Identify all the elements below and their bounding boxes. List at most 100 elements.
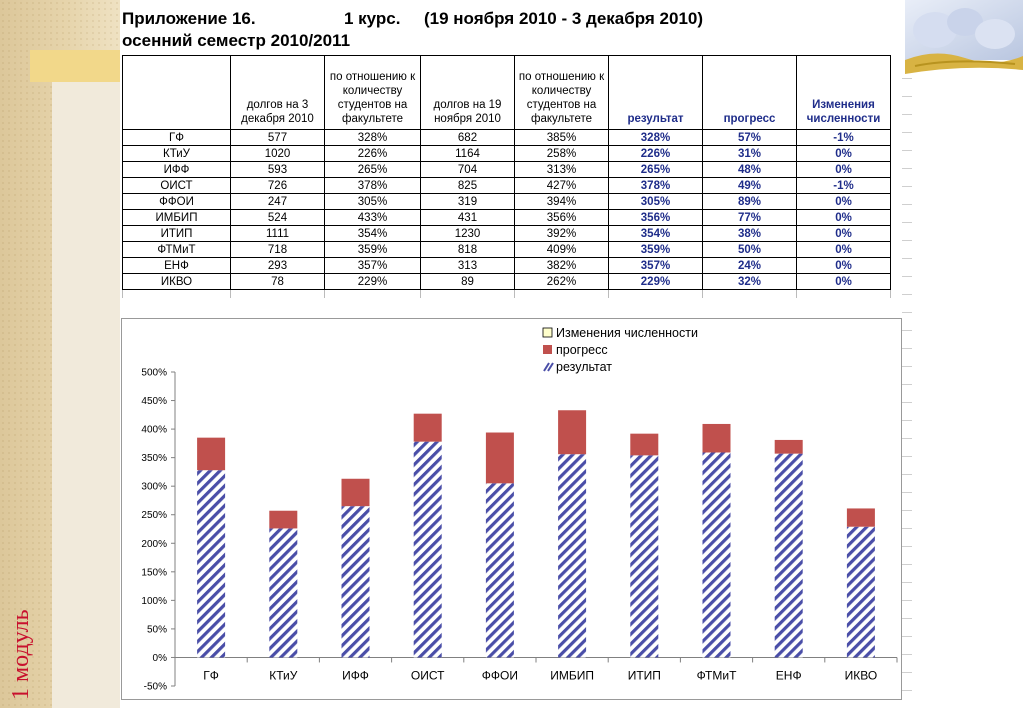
column-header-5: результат [608,55,703,130]
table-cell: 577 [230,129,325,146]
table-row: ИМБИП 524 433% 431 356% 356% 77% 0% [122,209,891,226]
table-cell: 319 [420,193,515,210]
table-cell: 0% [796,209,891,226]
faculty-name-cell: КТиУ [122,145,231,162]
y-tick-label: 350% [141,453,167,464]
y-tick-label: 300% [141,482,167,493]
table-cell: 357% [608,257,703,274]
table-cell: 0% [796,193,891,210]
x-tick-label: ГФ [203,668,219,682]
table-row: ЕНФ 293 357% 313 382% 357% 24% 0% [122,257,891,274]
bar-progress [197,437,226,471]
legend-swatch [543,345,552,354]
decorative-corner-image [905,0,1023,74]
table-cell: 825 [420,177,515,194]
column-header-3: долгов на 19 ноября 2010 [420,55,515,130]
table-row: ОИСТ 726 378% 825 427% 378% 49% -1% [122,177,891,194]
table-row: ИФФ 593 265% 704 313% 265% 48% 0% [122,161,891,178]
table-cell: 704 [420,161,515,178]
table-cell: 265% [324,161,421,178]
legend: Изменения численности прогресс результат [542,326,698,374]
bar-result [197,470,226,658]
stacked-bar-chart: -50% 0% 50% 100% 150% 200% 250% 300% 350% 400% 450… [121,318,902,700]
x-tick-label: ЕНФ [776,668,802,682]
y-tick-label: 500% [141,368,167,379]
table-cell: 0% [796,161,891,178]
bar-progress [413,413,442,442]
bar-progress [702,423,731,453]
table-cell: 433% [324,209,421,226]
table-footer-row [122,289,891,298]
chart-canvas: -50% 0% 50% 100% 150% 200% 250% 300% 350% 400% 450… [141,326,898,693]
y-tick-label: 0% [153,653,168,664]
decorative-left-strip: 1 модуль [0,0,120,708]
y-tick-label: 450% [141,396,167,407]
x-tick-label: ФТМиТ [697,668,737,682]
sheet-grid-lines [902,78,912,708]
table-cell: 378% [608,177,703,194]
module-side-label: 1 модуль [8,609,34,700]
table-cell: 0% [796,273,891,290]
column-header-1: долгов на 3 декабря 2010 [230,55,325,130]
table-cell: 394% [514,193,609,210]
table-cell: 385% [514,129,609,146]
legend-label: Изменения численности [556,326,698,340]
table-cell: 305% [324,193,421,210]
bar-progress [485,432,514,484]
table-cell: 328% [324,129,421,146]
bar-result [269,528,298,658]
table-cell: 89% [702,193,797,210]
table-cell: 265% [608,161,703,178]
title-course: 1 курс. [344,9,401,28]
faculty-name-cell: ЕНФ [122,257,231,274]
column-header-7: Изменения численности [796,55,891,130]
bar-result [630,455,659,658]
table-cell: 427% [514,177,609,194]
bar-result [846,526,875,658]
bar-result [558,454,587,658]
bar-result [702,452,731,658]
faculty-name-cell: ОИСТ [122,177,231,194]
debts-table: долгов на 3 декабря 2010 по отношению к к… [122,55,891,298]
table-cell: 1020 [230,145,325,162]
table-cell: 229% [324,273,421,290]
table-cell: 356% [514,209,609,226]
title-appendix: Приложение 16. [122,9,256,28]
table-cell: 1164 [420,145,515,162]
bar-progress [269,510,298,529]
x-tick-label: ИКВО [845,668,878,682]
table-cell: 247 [230,193,325,210]
y-tick-label: -50% [144,682,167,693]
table-cell: 382% [514,257,609,274]
bar-progress [558,410,587,455]
table-cell: 359% [608,241,703,258]
bar-result [413,441,442,658]
faculty-name-cell: ИКВО [122,273,231,290]
table-cell: 359% [324,241,421,258]
y-tick-label: 100% [141,596,167,607]
faculty-name-cell: ФФОИ [122,193,231,210]
page-header: Приложение 16. 1 курс. (19 ноября 2010 -… [122,8,902,54]
table-cell: 226% [608,145,703,162]
faculty-name-cell: ИМБИП [122,209,231,226]
table-cell: 354% [608,225,703,242]
x-tick-label: ОИСТ [411,668,445,682]
bar-progress [774,439,803,454]
decorative-block [30,50,120,82]
table-cell: 682 [420,129,515,146]
column-header-0 [122,55,231,130]
table-cell: 593 [230,161,325,178]
table-cell: -1% [796,177,891,194]
bar-progress [341,478,370,507]
table-row: ФТМиТ 718 359% 818 409% 359% 50% 0% [122,241,891,258]
bar-result [341,506,370,658]
table-cell: 78 [230,273,325,290]
table-cell: 0% [796,225,891,242]
table-header-row: долгов на 3 декабря 2010 по отношению к к… [122,55,891,130]
table-row: КТиУ 1020 226% 1164 258% 226% 31% 0% [122,145,891,162]
faculty-name-cell: ИФФ [122,161,231,178]
table-cell: 313 [420,257,515,274]
y-tick-label: 50% [147,624,167,635]
table-cell: 226% [324,145,421,162]
legend-swatch-result [547,362,554,372]
